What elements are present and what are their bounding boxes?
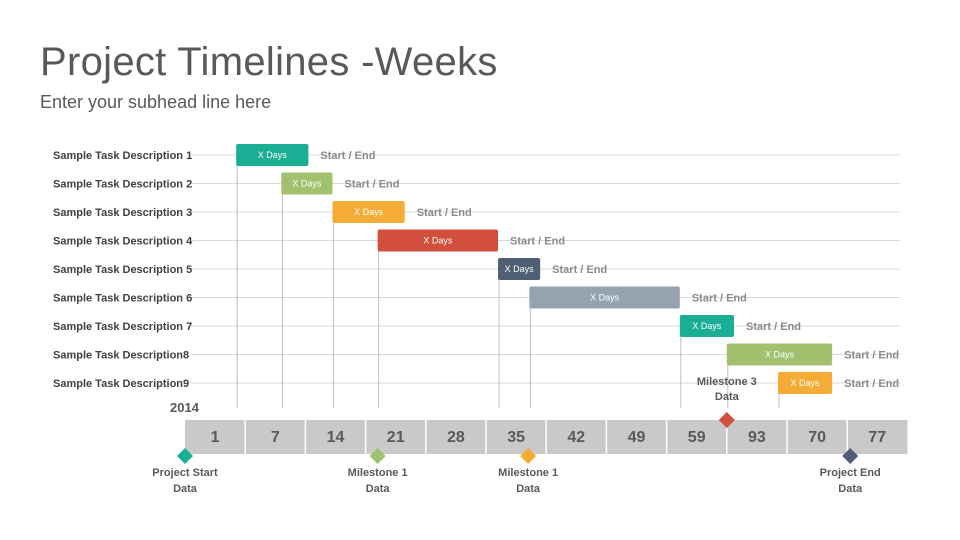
task-bar-label: X Days xyxy=(292,179,322,189)
task-start-end-label: Start / End xyxy=(844,378,899,390)
task-start-end-label: Start / End xyxy=(344,179,399,191)
milestone-marker xyxy=(520,448,537,464)
task-start-end-label: Start / End xyxy=(746,321,801,333)
milestone-label: Data xyxy=(838,483,863,495)
axis-tick-label: 59 xyxy=(688,429,706,446)
milestone-marker xyxy=(369,448,386,464)
milestone-label: Project End xyxy=(820,467,881,479)
milestone-label: Milestone 1 xyxy=(498,467,558,479)
axis-tick-label: 70 xyxy=(808,429,826,446)
task-bar-label: X Days xyxy=(765,350,795,360)
task-bar-label: X Days xyxy=(692,321,722,331)
task-bar-label: X Days xyxy=(590,293,620,303)
axis-tick-label: 1 xyxy=(211,429,220,446)
milestone-marker xyxy=(842,448,859,464)
page-subtitle: Enter your subhead line here xyxy=(40,92,272,112)
milestone-marker xyxy=(177,448,193,464)
task-start-end-label: Start / End xyxy=(552,264,607,276)
task-bar xyxy=(281,172,333,195)
task-bar xyxy=(529,286,680,309)
task-bar xyxy=(236,144,309,166)
axis-tick-label: 14 xyxy=(327,429,345,446)
task-bar-label: X Days xyxy=(423,236,453,246)
task-label: Sample Task Description 4 xyxy=(53,236,193,248)
task-bar-label: X Days xyxy=(258,150,288,160)
task-label: Sample Task Description 5 xyxy=(53,264,192,276)
axis-tick-label: 77 xyxy=(868,429,886,446)
task-label: Sample Task Description 3 xyxy=(53,207,192,219)
task-bar-label: X Days xyxy=(354,207,384,217)
task-label: Sample Task Description 7 xyxy=(53,321,192,333)
task-label: Sample Task Description9 xyxy=(53,378,189,390)
milestone-label: Project Start xyxy=(152,467,218,479)
task-bar xyxy=(777,372,833,394)
axis-tick-label: 7 xyxy=(271,429,280,446)
milestone-label: Data xyxy=(173,483,198,495)
axis-tick-label: 42 xyxy=(567,429,585,446)
axis-tick-label: 21 xyxy=(387,429,405,446)
page-title: Project Timelines -Weeks xyxy=(40,40,498,84)
task-label: Sample Task Description 2 xyxy=(53,179,192,191)
milestone-label: Data xyxy=(366,483,391,495)
task-bar-label: X Days xyxy=(505,264,535,274)
task-label: Sample Task Description 6 xyxy=(53,293,192,305)
task-bar xyxy=(332,201,405,223)
axis-tick-label: 35 xyxy=(507,429,525,446)
milestone-marker xyxy=(718,412,735,428)
task-bar xyxy=(679,315,735,337)
milestone-label: Milestone 3 xyxy=(697,376,757,388)
task-start-end-label: Start / End xyxy=(320,150,375,162)
task-bar-label: X Days xyxy=(791,378,821,388)
milestone-label: Data xyxy=(715,391,740,403)
task-label: Sample Task Description 1 xyxy=(53,150,192,162)
task-start-end-label: Start / End xyxy=(844,350,899,362)
task-start-end-label: Start / End xyxy=(510,236,565,248)
axis-tick-label: 49 xyxy=(628,429,646,446)
axis-tick-label: 28 xyxy=(447,429,465,446)
task-bar xyxy=(726,343,833,366)
task-label: Sample Task Description8 xyxy=(53,350,189,362)
task-start-end-label: Start / End xyxy=(417,207,472,219)
milestone-label: Milestone 1 xyxy=(348,467,408,479)
year-label: 2014 xyxy=(170,400,199,415)
task-start-end-label: Start / End xyxy=(692,293,747,305)
task-bar xyxy=(498,258,541,280)
task-bar xyxy=(377,229,499,252)
axis-tick-label: 93 xyxy=(748,429,766,446)
milestone-label: Data xyxy=(516,483,541,495)
